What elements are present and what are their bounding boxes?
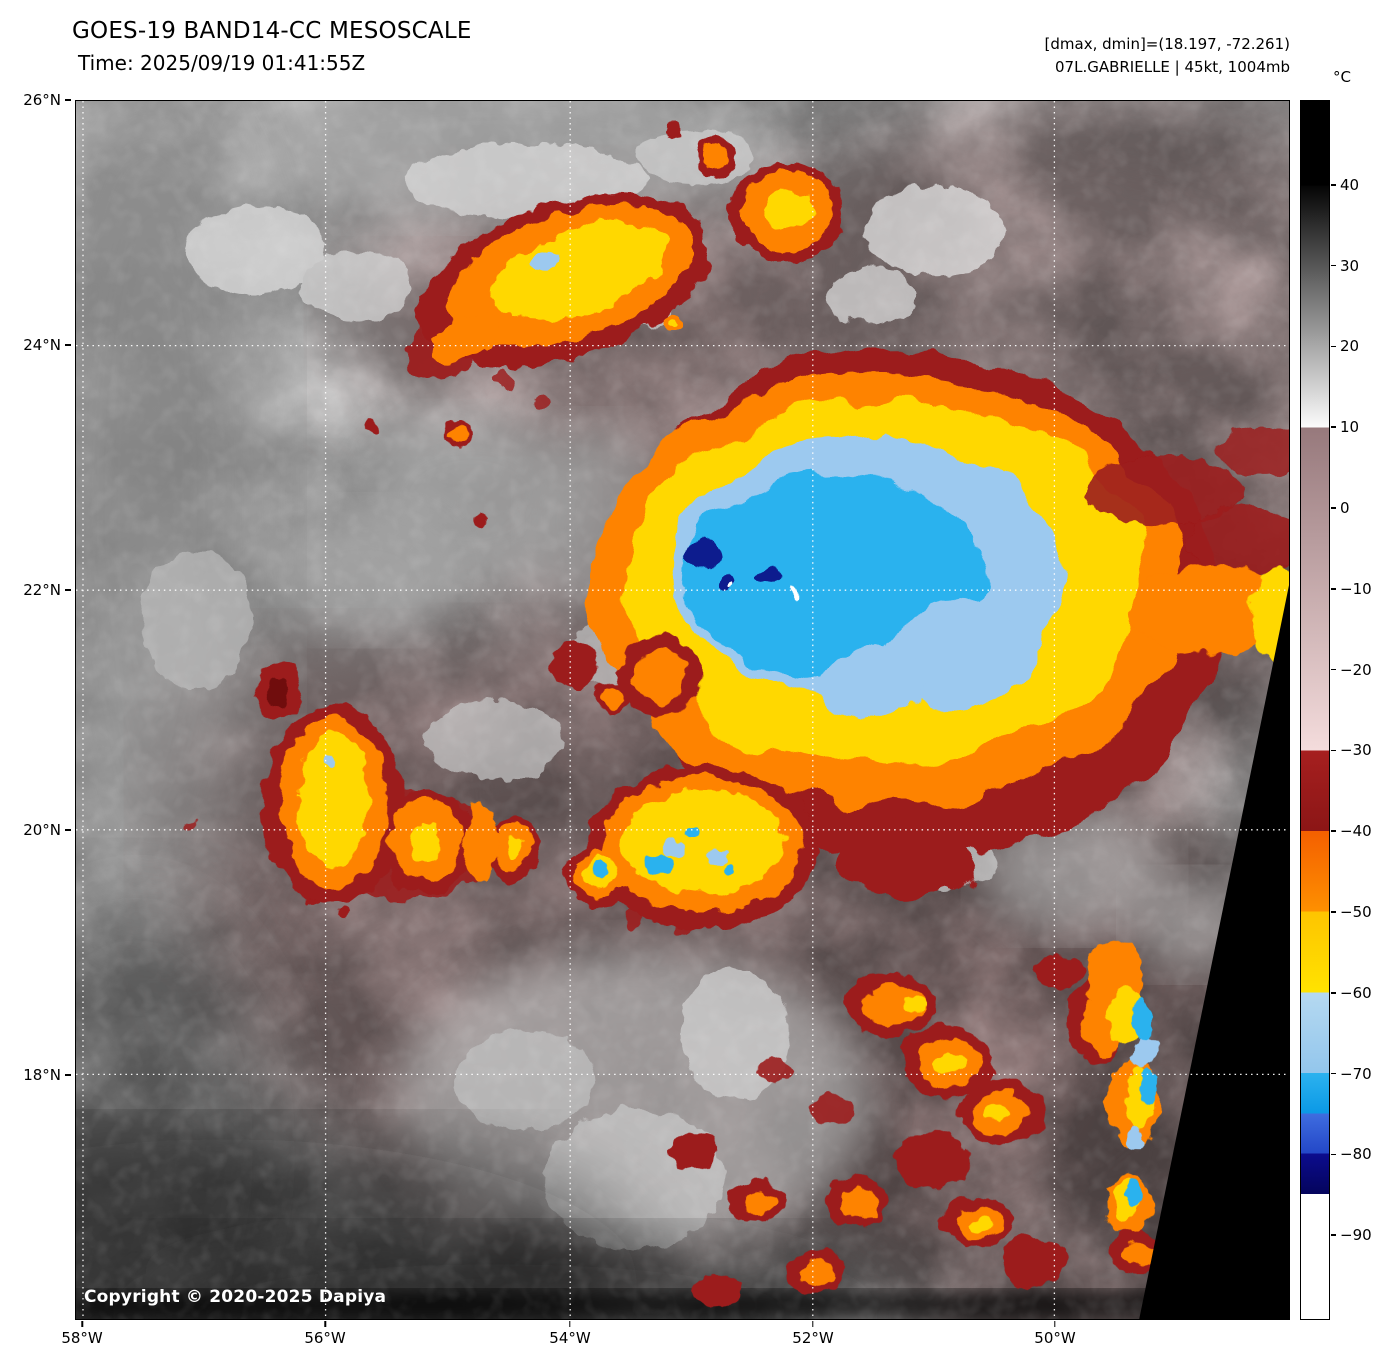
colorbar-tick: −10	[1331, 580, 1372, 598]
copyright-watermark: Copyright © 2020-2025 Dapiya	[84, 1287, 387, 1307]
no-data-wedge	[1139, 585, 1289, 1319]
colorbar-ticks: 40 30 20 10 0 −10 −20 −30 −40 −50 −60 −70 −80 −90	[1331, 100, 1390, 1320]
storm-info-readout: 07L.GABRIELLE | 45kt, 1004mb	[1055, 57, 1290, 76]
colorbar-tick: 40	[1331, 176, 1359, 194]
lon-label: 52°W	[792, 1321, 834, 1347]
lat-label: 26°N	[23, 91, 71, 109]
lat-axis: 26°N 24°N 22°N 20°N 18°N	[0, 91, 71, 1320]
temperature-colorbar	[1300, 100, 1330, 1320]
colorbar-tick: 20	[1331, 337, 1359, 355]
colorbar-tick: 0	[1331, 499, 1350, 517]
lat-label: 20°N	[23, 821, 71, 839]
colorbar-tick: −60	[1331, 984, 1372, 1002]
lon-label: 50°W	[1034, 1321, 1076, 1347]
satellite-image	[76, 101, 1289, 1319]
info-block: [dmax, dmin]=(18.197, -72.261) 07L.GABRI…	[1045, 33, 1290, 78]
satellite-map: Copyright © 2020-2025 Dapiya	[75, 100, 1290, 1320]
lon-axis: 58°W 56°W 54°W 52°W 50°W	[61, 1321, 1290, 1353]
colorbar-tick: −40	[1331, 822, 1372, 840]
colorbar-tick: −70	[1331, 1065, 1372, 1083]
dmax-dmin-readout: [dmax, dmin]=(18.197, -72.261)	[1044, 35, 1290, 53]
lon-label: 56°W	[304, 1321, 346, 1347]
storm-main-cell	[591, 350, 1219, 900]
colorbar-tick: 30	[1331, 257, 1359, 275]
grid-lines	[76, 101, 1289, 1319]
colorbar-tick: −20	[1331, 661, 1372, 679]
colorbar-unit-label: °C	[1333, 68, 1351, 86]
colorbar-tick: −90	[1331, 1226, 1372, 1244]
storm-upper-band	[405, 193, 710, 409]
colorbar-tick: −50	[1331, 903, 1372, 921]
colorbar-tick: 10	[1331, 418, 1359, 436]
figure-timestamp: Time: 2025/09/19 01:41:55Z	[78, 51, 366, 75]
lat-label: 22°N	[23, 581, 71, 599]
colorbar-tick: −80	[1331, 1145, 1372, 1163]
storm-right-edge-streaks	[594, 425, 1289, 716]
lon-label: 58°W	[61, 1321, 103, 1347]
lat-label: 24°N	[23, 336, 71, 354]
title-block: GOES-19 BAND14-CC MESOSCALE Time: 2025/0…	[72, 18, 472, 75]
colorbar-tick: −30	[1331, 741, 1372, 759]
storm-top-cell	[668, 121, 845, 263]
lat-label: 18°N	[23, 1066, 71, 1084]
storm-bottom-right	[669, 939, 1167, 1308]
figure-title: GOES-19 BAND14-CC MESOSCALE	[72, 18, 472, 44]
colorbar-gradient	[1301, 101, 1329, 1319]
lon-label: 54°W	[549, 1321, 591, 1347]
storm-lower-cluster	[263, 705, 818, 930]
